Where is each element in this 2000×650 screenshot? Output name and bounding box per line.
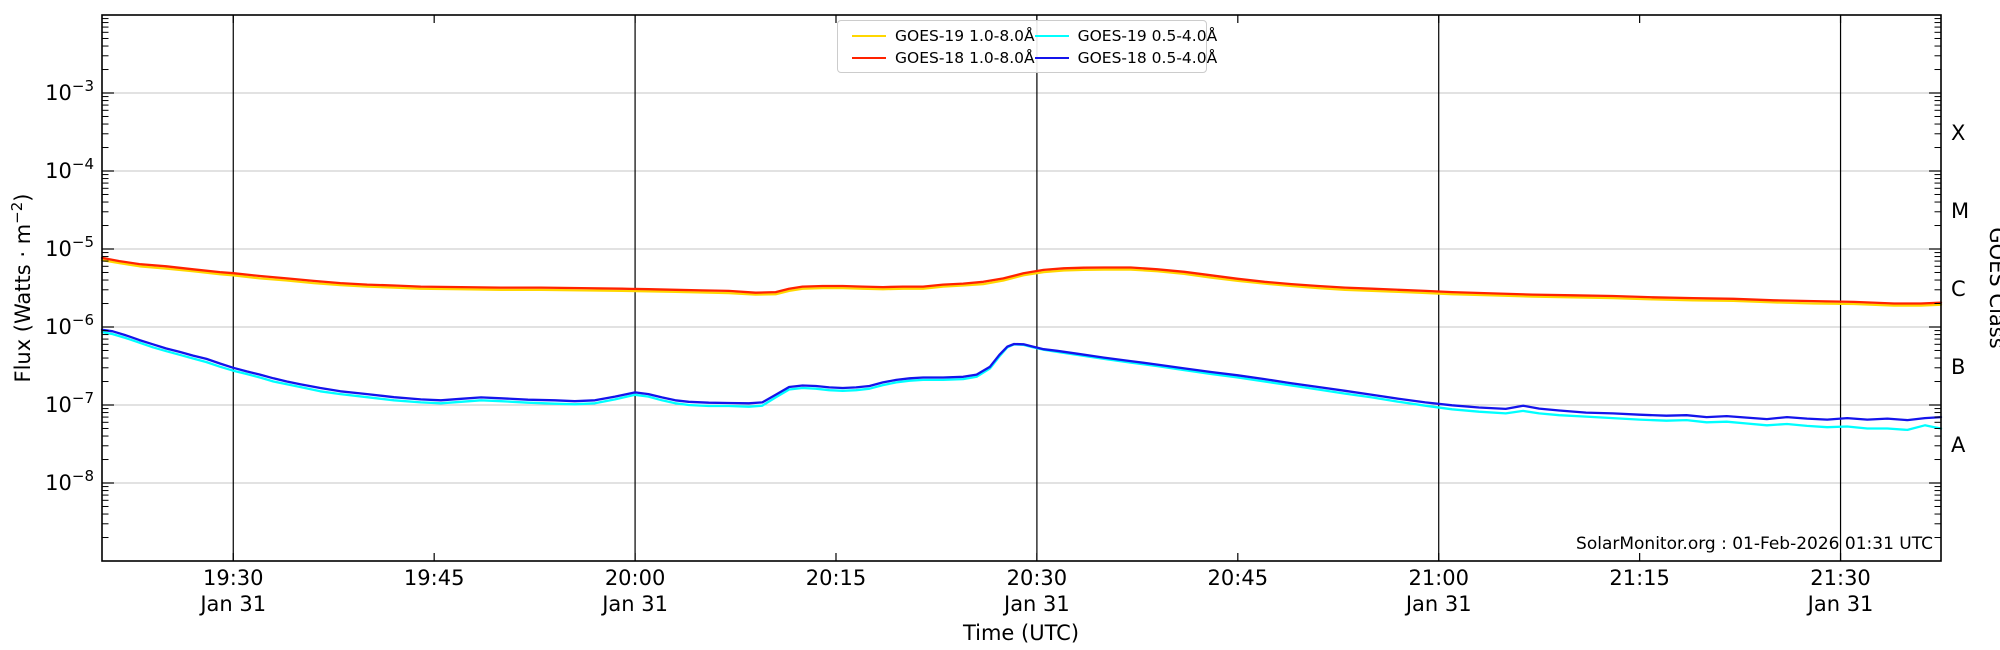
x-tick-label: 20:45 (1208, 566, 1269, 590)
x-tick-label: 20:15 (806, 566, 867, 590)
legend-label: GOES-19 0.5-4.0Å (1077, 27, 1218, 45)
y-tick-label: 10−4 (45, 155, 94, 183)
x-tick-label: 21:00 (1408, 566, 1469, 590)
goes-class-label-a: A (1951, 433, 1966, 457)
x-tick-date-label: Jan 31 (600, 592, 668, 616)
series-goes-18-1-0-8-0- (100, 256, 1943, 305)
series-goes-18-0-5-4-0- (100, 328, 1943, 422)
series-layer (100, 256, 1943, 432)
plot-border (101, 14, 1942, 562)
legend-line-swatch-icon (1034, 35, 1069, 37)
goes-class-label-c: C (1951, 277, 1966, 301)
legend: GOES-19 1.0-8.0Å GOES-18 1.0-8.0Å GOES-19 … (837, 20, 1217, 73)
x-tick-date-label: Jan 31 (198, 592, 266, 616)
x-tick-label: 21:30 (1810, 566, 1871, 590)
legend-label: GOES-18 1.0-8.0Å (895, 49, 1035, 67)
y-axis-title: Flux (Watts · m−2) (8, 193, 35, 382)
legend-item: GOES-19 1.0-8.0Å (852, 25, 1035, 47)
y-tick-label: 10−5 (45, 233, 94, 261)
goes-class-label-b: B (1951, 355, 1965, 379)
x-tick-label: 19:30 (203, 566, 264, 590)
solarmonitor-stamp: SolarMonitor.org : 01-Feb-2026 01:31 UTC (1576, 534, 1933, 554)
y-tick-label: 10−3 (45, 77, 94, 105)
x-tick-date-label: Jan 31 (1404, 592, 1472, 616)
x-tick-date-label: Jan 31 (1002, 592, 1070, 616)
y-tick-label: 10−8 (45, 467, 94, 495)
goes-class-label-x: X (1951, 121, 1965, 145)
legend-line-swatch-icon (852, 35, 886, 37)
y-tick-label: 10−7 (45, 389, 94, 417)
legend-line-swatch-icon (852, 57, 886, 59)
grid-layer (102, 15, 1941, 561)
x-tick-label: 19:45 (404, 566, 465, 590)
goes-class-label-m: M (1951, 199, 1969, 223)
legend-line-swatch-icon (1034, 57, 1069, 59)
y-tick-label: 10−6 (45, 311, 94, 339)
legend-item: GOES-19 0.5-4.0Å (1034, 25, 1218, 47)
legend-item: GOES-18 1.0-8.0Å (852, 47, 1035, 69)
legend-item: GOES-18 0.5-4.0Å (1034, 47, 1218, 69)
legend-label: GOES-18 0.5-4.0Å (1077, 49, 1218, 67)
x-tick-label: 20:00 (605, 566, 666, 590)
tick-layer (102, 15, 1941, 561)
legend-label: GOES-19 1.0-8.0Å (895, 27, 1035, 45)
series-goes-19-0-5-4-0- (100, 330, 1943, 432)
x-axis-title: Time (UTC) (962, 621, 1079, 645)
axes-spines (101, 14, 1942, 562)
x-tick-date-label: Jan 31 (1806, 592, 1874, 616)
series-goes-19-1-0-8-0- (100, 258, 1943, 307)
x-tick-label: 20:30 (1007, 566, 1068, 590)
right-axis-title: GOES Class (1985, 227, 2000, 348)
x-tick-label: 21:15 (1609, 566, 1670, 590)
